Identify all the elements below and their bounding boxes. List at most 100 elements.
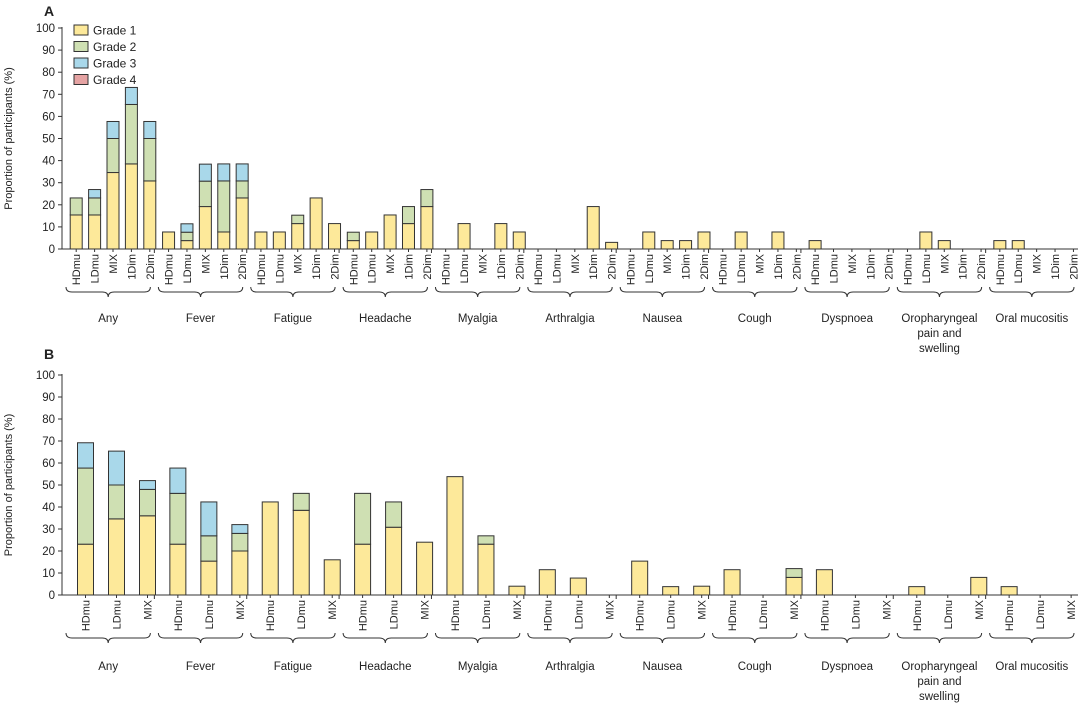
y-tick-label: 20 — [42, 200, 55, 212]
bar-segment-grade-1 — [88, 214, 102, 250]
x-tick-label: LDmu — [204, 600, 216, 629]
x-tick-label: LDmu — [573, 600, 585, 629]
x-tick-label: HDmu — [542, 600, 554, 631]
x-tick-label: LDmu — [112, 600, 124, 629]
group-brace — [342, 632, 428, 644]
legend-swatch-grade-1 — [73, 24, 89, 36]
group-label: Dyspnoea — [821, 661, 873, 673]
x-tick-label: MIX — [293, 253, 305, 273]
x-tick-label: HDmu — [912, 600, 924, 631]
group-brace — [896, 632, 983, 644]
bar-segment-grade-3 — [108, 450, 125, 486]
x-tick-label: LDmu — [182, 254, 194, 283]
bar-segment-grade-2 — [124, 103, 138, 165]
x-tick-label: LDmu — [829, 254, 841, 283]
x-tick-label: HDmu — [450, 600, 462, 631]
x-tick-label: 1Dim — [496, 254, 508, 280]
x-tick-label: HDmu — [265, 600, 277, 631]
x-tick-label: LDmu — [459, 254, 471, 283]
bar-segment-grade-1 — [970, 576, 988, 596]
x-tick-label: HDmu — [819, 600, 831, 631]
bar-segment-grade-1 — [477, 543, 495, 596]
panel-label: B — [44, 346, 54, 362]
bar-segment-grade-1 — [446, 476, 464, 596]
bar-segment-grade-1 — [697, 231, 711, 250]
x-tick-label: HDmu — [727, 600, 739, 631]
bar-segment-grade-3 — [143, 120, 157, 140]
bar-segment-grade-1 — [198, 206, 212, 250]
group-label: Oral mucositis — [995, 661, 1068, 673]
x-tick-label: 2Dim — [976, 254, 988, 280]
group-brace — [65, 632, 151, 644]
group-label: Fatigue — [274, 313, 312, 325]
x-tick-label: MIX — [604, 599, 616, 619]
y-tick-label: 80 — [42, 414, 55, 426]
x-tick-label: 1Dim — [588, 254, 600, 280]
x-tick-label: 1Dim — [219, 254, 231, 280]
group-brace — [65, 286, 151, 298]
x-tick-label: MIX — [108, 253, 120, 273]
x-tick-label: 1Dim — [311, 254, 323, 280]
x-tick-label: LDmu — [644, 254, 656, 283]
bar-segment-grade-1 — [261, 501, 279, 596]
group-brace — [804, 286, 890, 298]
y-tick-label: 70 — [42, 436, 55, 448]
x-tick-label: LDmu — [274, 254, 286, 283]
bar-segment-grade-1 — [328, 223, 342, 250]
x-tick-label: MIX — [974, 599, 986, 619]
x-tick-label: 1Dim — [1050, 254, 1062, 280]
bar-segment-grade-1 — [108, 518, 125, 596]
bar-segment-grade-3 — [231, 524, 249, 534]
bar-segment-grade-1 — [1011, 240, 1025, 250]
group-label: Arthralgia — [545, 313, 595, 325]
bar-segment-grade-2 — [420, 189, 434, 208]
x-tick-label: HDmu — [810, 254, 822, 285]
x-tick-label: MIX — [385, 253, 397, 273]
x-tick-label: HDmu — [81, 600, 93, 631]
bar-segment-grade-2 — [346, 231, 360, 242]
bar-segment-grade-1 — [217, 231, 231, 250]
x-tick-label: HDmu — [164, 254, 176, 285]
y-tick-label: 100 — [36, 23, 55, 35]
group-brace — [712, 632, 798, 644]
x-tick-label: HDmu — [995, 254, 1007, 285]
x-tick-label: 1Dim — [773, 254, 785, 280]
x-tick-label: 2Dim — [884, 254, 896, 280]
bar-segment-grade-1 — [586, 206, 600, 250]
x-tick-label: 2Dim — [422, 254, 434, 280]
bar-segment-grade-3 — [235, 163, 249, 182]
bar-segment-grade-2 — [231, 532, 249, 552]
group-label: Myalgia — [458, 661, 498, 673]
group-label: Fever — [186, 661, 216, 673]
x-tick-label: MIX — [662, 253, 674, 273]
bar-segment-grade-2 — [69, 197, 83, 216]
y-axis-label: Proportion of participants (%) — [3, 67, 15, 209]
bar-segment-grade-1 — [605, 241, 619, 250]
x-tick-label: HDmu — [441, 254, 453, 285]
group-label: Oral mucositis — [995, 313, 1068, 325]
legend-swatch-grade-3 — [73, 57, 89, 69]
y-tick-label: 0 — [49, 590, 55, 602]
bar-segment-grade-1 — [723, 569, 741, 596]
x-tick-label: MIX — [327, 599, 339, 619]
bar-segment-grade-2 — [235, 180, 249, 199]
bar-segment-grade-1 — [254, 231, 268, 250]
group-brace — [250, 286, 336, 298]
y-tick-label: 100 — [36, 370, 55, 382]
bar-segment-grade-1 — [346, 240, 360, 250]
group-brace — [619, 632, 706, 644]
bar-segment-grade-1 — [139, 515, 156, 596]
panel-a: A Proportion of participants (%) 0 10 20 30 40… — [3, 3, 1080, 355]
bar-segment-grade-2 — [108, 484, 125, 520]
bar-segment-grade-1 — [908, 586, 926, 596]
bar-segment-grade-2 — [88, 197, 102, 216]
bar-segment-grade-1 — [660, 240, 674, 250]
bar-segment-grade-1 — [808, 240, 822, 250]
group-brace — [896, 286, 983, 298]
x-tick-label: 2Dim — [330, 254, 342, 280]
group-label: Fatigue — [274, 661, 312, 673]
bar-segment-grade-1 — [679, 240, 693, 250]
bar-segment-grade-3 — [77, 442, 94, 469]
x-tick-label: HDmu — [358, 600, 370, 631]
legend-label: Grade 2 — [93, 40, 137, 54]
